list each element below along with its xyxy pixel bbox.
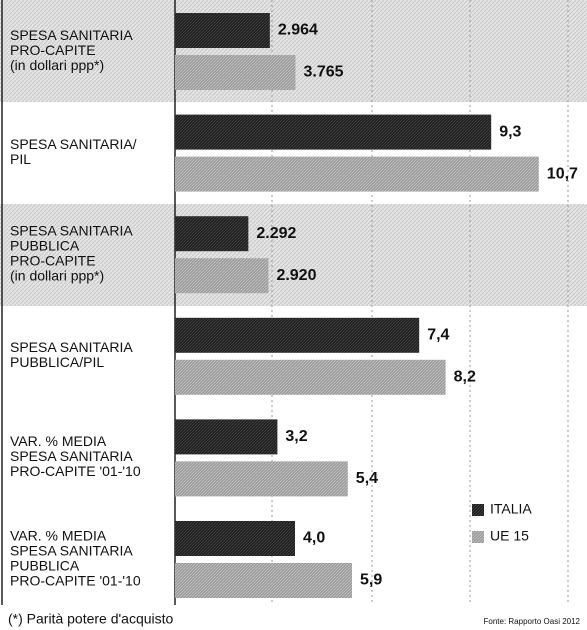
bar bbox=[175, 216, 249, 252]
legend-label: UE 15 bbox=[490, 528, 529, 544]
legend-swatch bbox=[472, 504, 484, 516]
value-label: 3,2 bbox=[285, 428, 307, 445]
bar bbox=[175, 521, 295, 556]
bar bbox=[175, 359, 446, 395]
value-label: 2.964 bbox=[278, 22, 318, 39]
value-label: 5,4 bbox=[356, 470, 378, 487]
category-line: SPESA SANITARIA bbox=[10, 542, 133, 558]
bar bbox=[175, 317, 420, 353]
category-label: SPESA SANITARIA PUBBLICA/PIL bbox=[10, 339, 133, 370]
category-line: SPESA SANITARIA bbox=[10, 222, 133, 238]
category-line: SPESA SANITARIA/ bbox=[10, 136, 137, 152]
category-line: SPESA SANITARIA bbox=[10, 339, 133, 355]
bar bbox=[175, 461, 348, 497]
bar bbox=[175, 419, 278, 455]
band bbox=[0, 204, 587, 306]
value-label: 2.292 bbox=[256, 225, 296, 242]
category-line: VAR. % MEDIA bbox=[10, 433, 107, 449]
category-label: VAR. % MEDIA SPESA SANITARIA PRO-CAPITE '0… bbox=[10, 433, 141, 479]
value-label: 8,2 bbox=[454, 369, 476, 386]
category-line: PRO-CAPITE '01-'10 bbox=[10, 572, 141, 588]
category-line: PUBBLICA bbox=[10, 237, 80, 253]
category-line: PRO-CAPITE bbox=[10, 252, 96, 268]
value-label: 2.920 bbox=[276, 267, 316, 284]
bar bbox=[175, 258, 269, 294]
category-line: (in dollari ppp*) bbox=[10, 267, 104, 283]
source: Fonte: Rapporto Oasi 2012 bbox=[483, 617, 580, 626]
category-label: SPESA SANITARIA PUBBLICA PRO-CAPITE (in dol… bbox=[10, 222, 133, 283]
bar bbox=[175, 563, 352, 598]
guides bbox=[271, 0, 569, 605]
category-line: PRO-CAPITE bbox=[10, 42, 96, 58]
legend-swatch bbox=[472, 531, 484, 543]
bar bbox=[175, 13, 270, 48]
value-label: 3.765 bbox=[303, 64, 343, 81]
category-line: SPESA SANITARIA bbox=[10, 448, 133, 464]
category-line: PIL bbox=[10, 151, 31, 167]
category-line: SPESA SANITARIA bbox=[10, 27, 133, 43]
bar bbox=[175, 156, 539, 192]
value-label: 7,4 bbox=[427, 327, 449, 344]
category-line: PRO-CAPITE '01-'10 bbox=[10, 463, 141, 479]
value-label: 4,0 bbox=[303, 530, 325, 547]
category-label: VAR. % MEDIA SPESA SANITARIA PUBBLICA PRO-C… bbox=[10, 527, 141, 588]
bar bbox=[175, 55, 296, 90]
category-line: VAR. % MEDIA bbox=[10, 527, 107, 543]
value-label: 5,9 bbox=[360, 572, 382, 589]
category-label: SPESA SANITARIA/PIL bbox=[10, 136, 137, 167]
category-line: (in dollari ppp*) bbox=[10, 57, 104, 73]
value-label: 9,3 bbox=[499, 123, 521, 140]
category-label: SPESA SANITARIA PRO-CAPITE (in dollari ppp… bbox=[10, 27, 133, 73]
bar bbox=[175, 114, 492, 150]
category-line: PUBBLICA/PIL bbox=[10, 354, 104, 370]
legend-label: ITALIA bbox=[490, 501, 532, 517]
footnote: (*) Parità potere d'acquisto bbox=[8, 611, 174, 627]
category-line: PUBBLICA bbox=[10, 557, 80, 573]
value-label: 10,7 bbox=[547, 165, 578, 182]
